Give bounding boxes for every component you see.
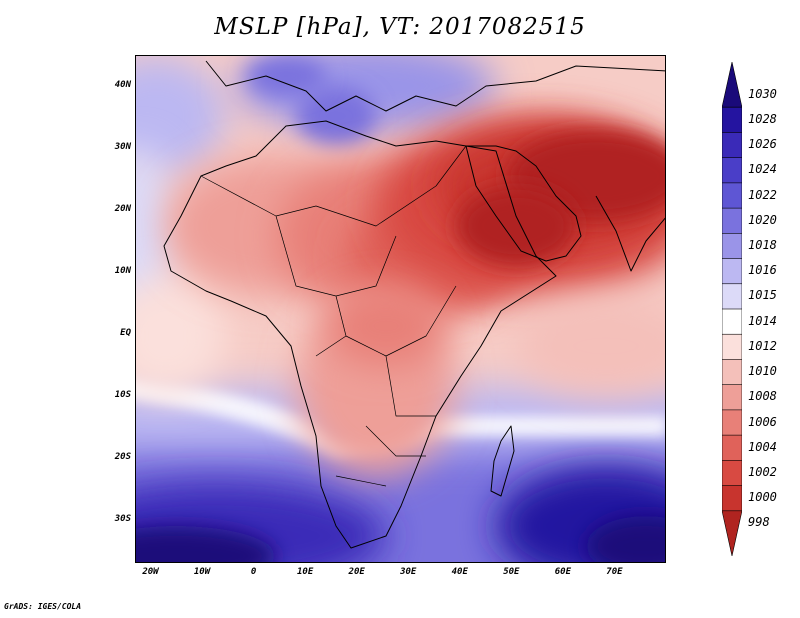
lat-tick-label: 20S xyxy=(114,451,131,462)
lat-tick-label: EQ xyxy=(120,327,131,338)
colorbar-swatch xyxy=(722,434,742,462)
lat-tick-label: 10S xyxy=(114,389,131,400)
colorbar-swatch xyxy=(722,485,742,512)
arabia-coastline xyxy=(465,145,582,262)
colorbar-level-label: 1000 xyxy=(748,490,777,505)
colorbar-swatch xyxy=(722,283,742,310)
colorbar-swatch xyxy=(722,308,742,336)
colorbar-swatch xyxy=(722,132,742,159)
india-coastline xyxy=(595,195,665,272)
lat-tick-label: 20N xyxy=(114,203,131,214)
pressure-field-map xyxy=(136,56,665,562)
lat-tick-label: 30S xyxy=(114,513,131,524)
colorbar-swatch xyxy=(722,409,742,436)
map-panel xyxy=(135,55,666,563)
colorbar-swatch xyxy=(722,384,742,411)
colorbar-swatch xyxy=(722,62,742,108)
lon-tick-label: 40E xyxy=(451,567,468,577)
colorbar-level-label: 998 xyxy=(748,515,770,530)
lon-tick-label: 10E xyxy=(296,567,314,577)
lon-tick-label: 10W xyxy=(193,567,211,577)
colorbar-swatch xyxy=(722,460,742,487)
lat-tick-label: 40N xyxy=(114,79,131,90)
colorbar-level-label: 1026 xyxy=(748,137,777,152)
colorbar-level-label: 1006 xyxy=(748,414,777,429)
colorbar-swatch xyxy=(722,157,742,184)
colorbar-level-label: 1022 xyxy=(748,187,777,202)
pressure-field-shading xyxy=(136,56,665,562)
europe-coastline xyxy=(205,60,665,112)
lon-tick-label: 30E xyxy=(400,567,417,577)
lon-tick-label: 0 xyxy=(250,567,257,577)
colorbar-level-label: 1012 xyxy=(748,338,777,353)
colorbar-level-label: 1030 xyxy=(748,86,777,101)
colorbar-level-label: 1004 xyxy=(748,439,777,454)
lon-tick-label: 20E xyxy=(348,567,365,577)
colorbar-swatch xyxy=(722,106,742,134)
colorbar-level-label: 1024 xyxy=(748,162,777,177)
colorbar-swatch xyxy=(722,258,742,285)
madagascar-coastline xyxy=(490,425,515,497)
lat-tick-label: 30N xyxy=(114,141,131,152)
coastlines xyxy=(163,60,665,549)
colorbar-swatch xyxy=(722,333,742,361)
colorbar-level-label: 1010 xyxy=(748,364,777,379)
colorbar xyxy=(722,62,742,556)
colorbar-level-label: 1016 xyxy=(748,263,777,278)
lat-tick-label: 10N xyxy=(114,265,131,276)
colorbar-level-label: 1008 xyxy=(748,389,777,404)
lon-tick-label: 70E xyxy=(606,567,623,577)
lon-tick-label: 20W xyxy=(142,567,159,577)
colorbar-swatch xyxy=(722,510,742,556)
colorbar-level-label: 1015 xyxy=(748,288,777,303)
colorbar-level-label: 1014 xyxy=(748,313,777,328)
colorbar-swatch xyxy=(722,207,742,235)
colorbar-level-label: 1028 xyxy=(748,111,777,126)
map-title: MSLP [hPa], VT: 2017082515 xyxy=(214,14,586,40)
colorbar-swatch xyxy=(722,359,742,386)
africa-coastline xyxy=(163,120,557,549)
colorbar-swatch xyxy=(722,233,742,260)
colorbar-level-label: 1002 xyxy=(748,464,777,479)
lon-tick-label: 60E xyxy=(554,567,572,577)
lon-tick-label: 50E xyxy=(503,567,520,577)
colorbar-level-label: 1018 xyxy=(748,237,777,252)
country-borders xyxy=(200,145,467,487)
grads-credit: GrADS: IGES/COLA xyxy=(4,602,82,611)
colorbar-swatch xyxy=(722,182,742,209)
colorbar-level-label: 1020 xyxy=(748,212,777,227)
